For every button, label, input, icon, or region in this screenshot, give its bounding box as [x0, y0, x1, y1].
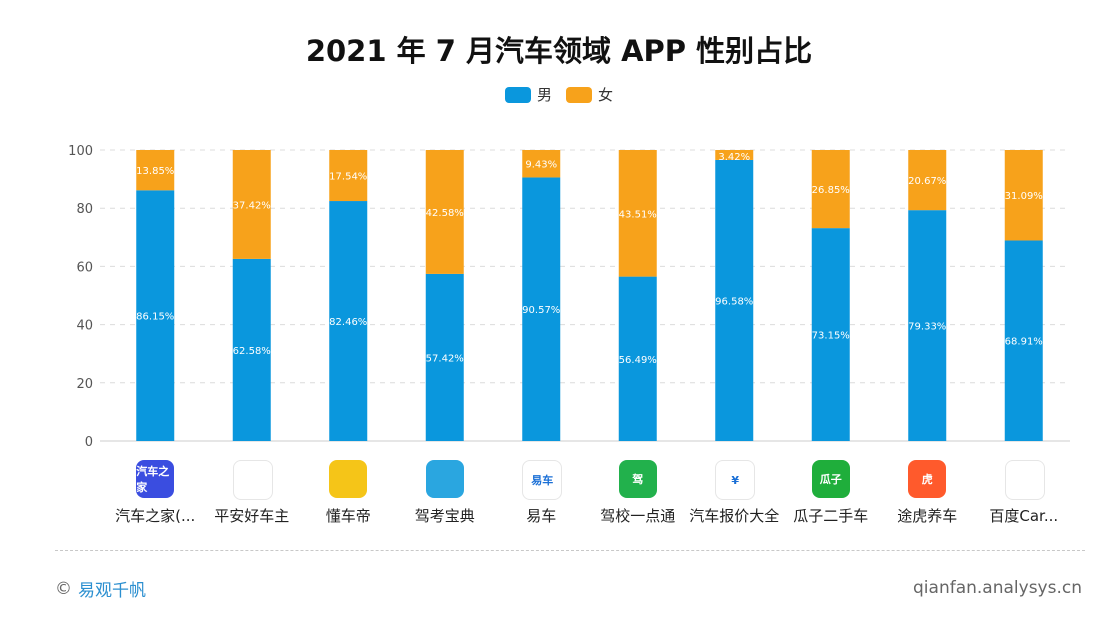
data-label-male: 96.58%	[715, 296, 753, 307]
yiche-icon: 易车	[522, 460, 563, 500]
copyright: © 易观千帆	[55, 576, 146, 602]
legend-swatch-male	[504, 86, 531, 103]
category-label: 途虎养车	[897, 507, 958, 525]
data-label-female: 20.67%	[908, 176, 946, 187]
y-tick-label: 80	[76, 202, 93, 217]
legend-label-female: 女	[598, 86, 614, 104]
data-label-male: 73.15%	[812, 331, 850, 342]
bar-male	[811, 228, 850, 441]
bar-male	[715, 159, 754, 441]
bar-female	[522, 150, 561, 178]
category-label: 易车	[526, 507, 557, 525]
bar-female	[425, 150, 464, 274]
bar-male	[1004, 240, 1043, 441]
data-label-male: 62.58%	[233, 346, 271, 357]
legend-swatch-female	[566, 86, 592, 103]
brand-name: 易观千帆	[78, 581, 146, 601]
bar-female	[1004, 150, 1043, 241]
category-label: 驾校一点通	[600, 507, 676, 525]
guazi-icon: 瓜子	[811, 460, 850, 498]
chart-area: 0 20 40 60 80 100 86.15% 13.85% 62.58% 37.42% 82.4…	[68, 144, 1070, 450]
bar-male	[232, 258, 271, 441]
category-label: 汽车报价大全	[689, 507, 780, 525]
y-tick-label: 0	[85, 435, 93, 450]
data-label-female: 26.85%	[812, 185, 850, 196]
category-label: 懂车帝	[325, 507, 371, 525]
bar-male	[425, 273, 464, 441]
dongchedi-icon	[329, 460, 368, 498]
jiakao-baodian-icon	[425, 460, 464, 498]
y-tick-label: 100	[68, 144, 93, 159]
pingan-car-owner-icon	[232, 460, 273, 500]
baidu-car-icon	[1004, 460, 1045, 500]
data-label-female: 13.85%	[136, 166, 174, 177]
category-label: 驾考宝典	[414, 507, 475, 525]
data-label-female: 37.42%	[233, 200, 271, 211]
bar-female	[329, 150, 368, 202]
autohome-icon: 汽车之家	[136, 460, 175, 498]
data-label-male: 68.91%	[1005, 337, 1043, 348]
data-label-female: 9.43%	[525, 160, 557, 171]
y-tick-label: 20	[76, 377, 93, 392]
bar-female	[136, 150, 175, 191]
y-tick-label: 60	[76, 260, 93, 275]
bar-female	[618, 150, 657, 277]
y-tick-label: 40	[76, 319, 93, 334]
car-price-icon: ¥	[715, 460, 756, 500]
data-label-male: 56.49%	[619, 355, 657, 366]
bar-male	[522, 177, 561, 442]
jiaxiao-icon: 驾	[618, 460, 657, 498]
bar-female	[232, 150, 271, 259]
category-label: 瓜子二手车	[793, 507, 869, 525]
bar-female	[811, 150, 850, 229]
bar-male	[908, 210, 947, 441]
legend: 男 女	[0, 84, 1118, 105]
data-label-female: 43.51%	[619, 209, 657, 220]
chart-title: 2021 年 7 月汽车领域 APP 性别占比	[305, 34, 813, 68]
category-label: 百度Car...	[989, 507, 1059, 525]
data-label-female: 42.58%	[426, 208, 464, 219]
legend-label-male: 男	[536, 86, 552, 104]
bar-male	[329, 201, 368, 441]
data-label-male: 79.33%	[908, 322, 946, 333]
data-label-female: 3.42%	[718, 152, 750, 163]
bar-female	[715, 150, 754, 160]
tuhu-icon: 虎	[908, 460, 947, 498]
bar-female	[908, 150, 947, 211]
data-label-male: 82.46%	[329, 317, 367, 328]
legend-item-male[interactable]: 男	[504, 84, 552, 105]
copyright-mark: ©	[55, 578, 72, 599]
category-label: 汽车之家(...	[115, 507, 196, 525]
site-url[interactable]: qianfan.analysys.cn	[913, 578, 1082, 598]
bar-male	[136, 190, 175, 441]
footer-divider	[55, 550, 1085, 551]
bar-male	[618, 276, 657, 441]
data-label-male: 86.15%	[136, 312, 174, 323]
data-label-female: 31.09%	[1005, 191, 1043, 202]
data-label-male: 57.42%	[426, 353, 464, 364]
legend-item-female[interactable]: 女	[566, 84, 613, 105]
data-label-male: 90.57%	[522, 305, 560, 316]
category-label: 平安好车主	[214, 507, 290, 525]
data-label-female: 17.54%	[329, 172, 367, 183]
